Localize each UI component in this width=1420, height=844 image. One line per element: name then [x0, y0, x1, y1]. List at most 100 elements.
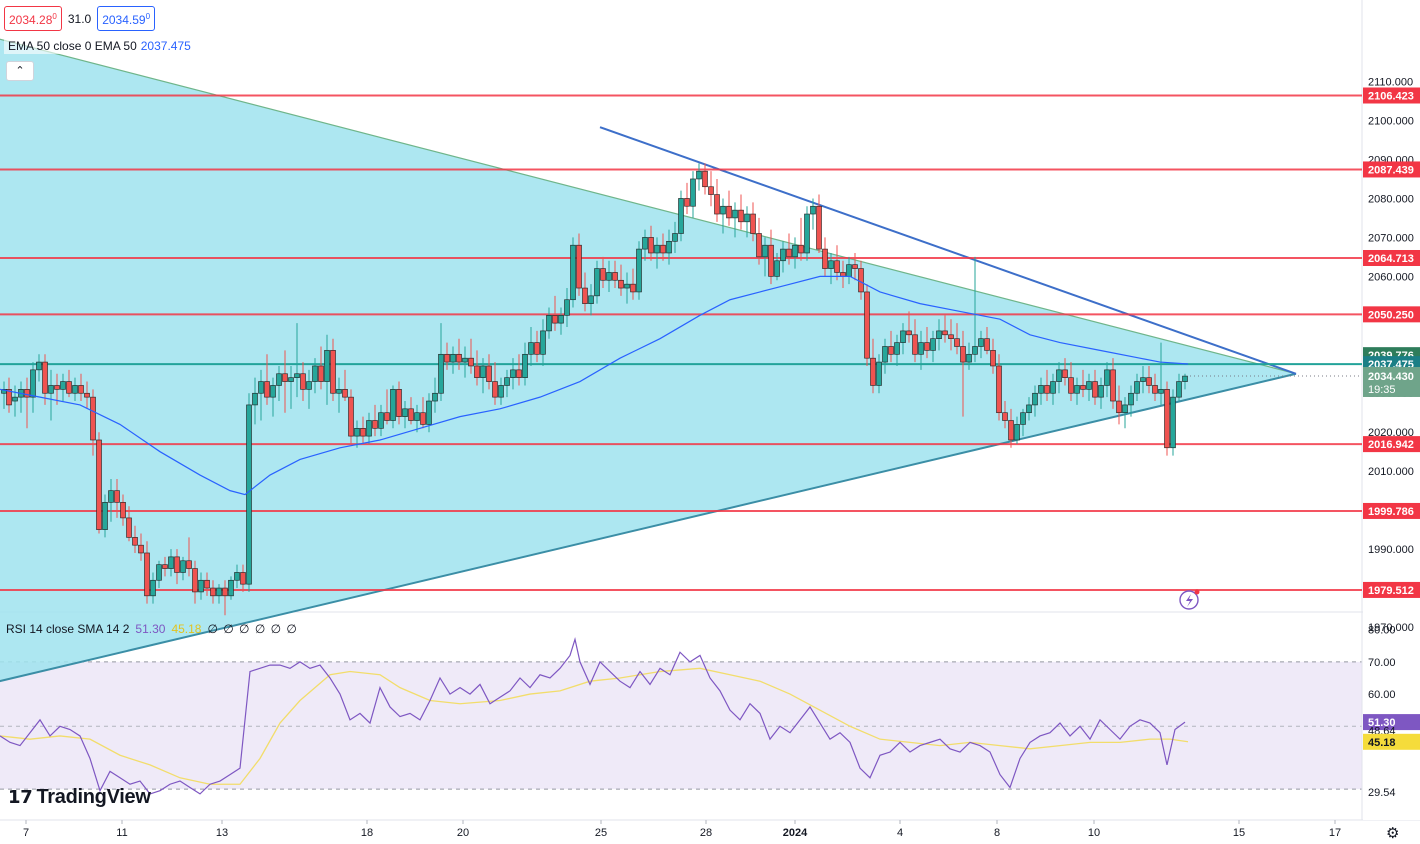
candle — [444, 342, 450, 370]
candle-body — [804, 213, 810, 254]
channel-lower-edge — [0, 372, 1297, 683]
candle-body — [258, 381, 264, 394]
candle — [186, 537, 192, 577]
ema-legend-value: 2037.475 — [140, 39, 191, 53]
time-tick-label: 10 — [1088, 827, 1100, 839]
candle — [246, 393, 252, 592]
rsi-sma-line — [0, 667, 1189, 785]
lightning-icon-bolt — [1186, 594, 1193, 607]
candle-body — [1080, 385, 1086, 390]
candle-body — [726, 205, 732, 219]
candle-body — [576, 244, 582, 289]
candle — [774, 252, 780, 281]
candle — [228, 576, 234, 600]
ask-price-box[interactable]: 2034.590 — [97, 6, 156, 31]
candle — [306, 369, 312, 409]
candle-body — [156, 564, 162, 581]
candle — [90, 389, 96, 456]
candle — [1128, 385, 1134, 417]
candle-body — [678, 198, 684, 234]
candle-body — [66, 381, 72, 394]
gear-icon[interactable]: ⚙ — [1386, 825, 1400, 842]
candle — [702, 163, 708, 195]
level-price-tag-text: 2087.439 — [1368, 164, 1414, 176]
candle-body — [636, 248, 642, 293]
candle — [114, 478, 120, 518]
candle — [960, 330, 966, 417]
candle-body — [990, 350, 996, 367]
candle — [1092, 369, 1098, 405]
price-tick-label: 1990.000 — [1368, 544, 1414, 556]
level-price-tag-text: 1979.512 — [1368, 585, 1414, 597]
time-axis: 7 11 13 18 20 25 28 2024 4 8 10 15 17 — [23, 820, 1341, 839]
candle-body — [300, 373, 306, 390]
candle — [594, 260, 600, 304]
collapse-legend-button[interactable]: ⌃ — [6, 61, 34, 81]
candle — [42, 354, 48, 405]
tradingview-logo-icon: 𝟭𝟳 — [8, 787, 33, 807]
time-tick-label: 20 — [457, 827, 469, 839]
candle-body — [270, 385, 276, 398]
level-price-tag: 2016.942 — [1363, 436, 1420, 453]
candle — [132, 525, 138, 553]
chevron-up-icon: ⌃ — [15, 65, 25, 77]
candle-body — [42, 361, 48, 394]
candle — [936, 319, 942, 351]
tradingview-logo[interactable]: 𝟭𝟳 TradingView — [8, 786, 151, 809]
candle-body — [744, 213, 750, 223]
level-price-tag-bg — [1363, 87, 1420, 104]
candle-body — [462, 357, 468, 363]
time-tick-label: 17 — [1329, 827, 1341, 839]
ema-legend[interactable]: EMA 50 close 0 EMA 50 2037.475 — [4, 38, 195, 54]
candle-body — [318, 365, 324, 382]
candle-body — [756, 233, 762, 258]
candle-body — [120, 502, 126, 519]
candle-body — [144, 552, 150, 597]
bid-price-box[interactable]: 2034.280 — [4, 6, 62, 31]
candle-body — [1146, 377, 1152, 386]
candle-body — [6, 389, 12, 406]
candle-body — [1062, 369, 1068, 378]
candle — [36, 354, 42, 382]
candle — [60, 373, 66, 402]
candle — [30, 362, 36, 413]
candle-body — [234, 572, 240, 581]
candle — [432, 377, 438, 413]
candle — [534, 330, 540, 363]
candle-body — [414, 412, 420, 421]
candle — [54, 373, 60, 405]
candle — [810, 198, 816, 230]
candle — [750, 202, 756, 242]
candle-body — [828, 260, 834, 269]
candle — [486, 354, 492, 390]
candle-body — [384, 412, 390, 421]
rsi-legend[interactable]: RSI 14 close SMA 14 2 51.30 45.18 ∅ ∅ ∅ ∅ ∅… — [6, 622, 298, 636]
candle — [606, 260, 612, 292]
candle-body — [540, 330, 546, 355]
level-price-tag-text: 1999.786 — [1368, 506, 1414, 518]
candle — [732, 202, 738, 238]
candle-body — [168, 556, 174, 569]
candle-body — [558, 315, 564, 324]
candle — [1008, 408, 1014, 448]
candle-body — [624, 283, 630, 289]
candle — [66, 369, 72, 398]
ema-line — [0, 275, 1189, 496]
candle-body — [126, 517, 132, 538]
candle — [276, 365, 282, 402]
candle-body — [1002, 412, 1008, 421]
candle-body — [1068, 377, 1074, 394]
candle — [396, 381, 402, 425]
quote-legend: 2034.280 31.0 2034.590 — [4, 6, 156, 31]
candle-body — [1026, 404, 1032, 414]
candle-body — [516, 369, 522, 378]
candle — [930, 330, 936, 363]
candle — [972, 256, 978, 363]
candle — [726, 190, 732, 226]
time-tick-label: 11 — [116, 827, 127, 839]
level-price-tag-text: 2106.423 — [1368, 90, 1414, 102]
candle-body — [888, 346, 894, 355]
candle — [1038, 377, 1044, 405]
candle-body — [174, 556, 180, 573]
